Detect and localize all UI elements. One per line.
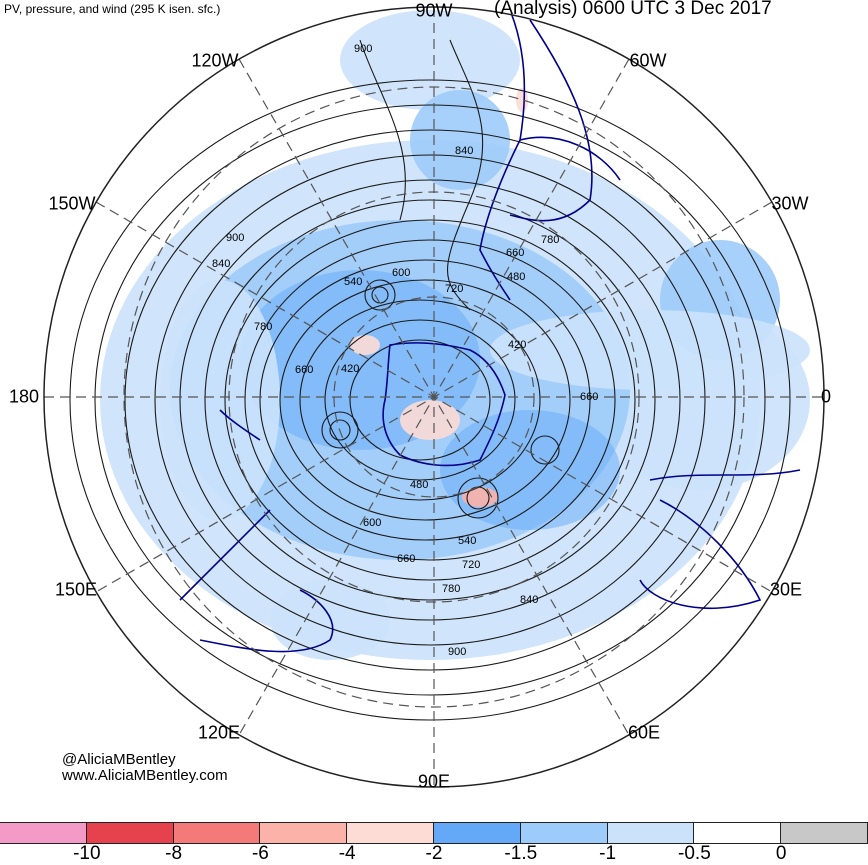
pressure-contours — [69, 39, 791, 721]
lon-label-90e: 90E — [417, 771, 451, 792]
contour-label: 780 — [541, 234, 559, 246]
map-content — [44, 7, 824, 787]
coastlines — [179, 9, 801, 653]
lon-label-60w: 60W — [629, 50, 667, 71]
lon-label-0: 0 — [820, 386, 832, 407]
colorbar-tick-label: 0 — [775, 843, 787, 864]
contour-label: 480 — [507, 271, 525, 283]
colorbar-tick-label: -1 — [599, 843, 617, 864]
lon-label-60e: 60E — [627, 722, 661, 743]
contour-label: 600 — [363, 517, 381, 529]
colorbar-segment — [693, 822, 782, 844]
colorbar-segment — [85, 822, 174, 844]
colorbar-segment — [346, 822, 434, 844]
product-title: PV, pressure, and wind (295 K isen. sfc.… — [4, 2, 221, 16]
colorbar-segment — [519, 822, 608, 844]
colorbar — [0, 822, 868, 844]
colorbar-tick-label: -6 — [251, 843, 269, 864]
contour-label: 660 — [580, 391, 598, 403]
colorbar-segment — [172, 822, 261, 844]
contour-label: 420 — [508, 339, 526, 351]
contour-label: 660 — [506, 247, 524, 259]
colorbar-segment — [606, 822, 695, 844]
contour-label: 540 — [344, 276, 362, 288]
colorbar-tick-label: -2 — [425, 843, 443, 864]
contour-label: 840 — [212, 258, 230, 270]
colorbar-segment — [0, 822, 87, 844]
colorbar-tick-label: -0.5 — [678, 843, 711, 864]
contour-label: 660 — [397, 553, 415, 565]
contour-label: 780 — [442, 583, 460, 595]
contour-label: 840 — [520, 594, 538, 606]
contour-label: 480 — [410, 479, 428, 491]
contour-label: 840 — [455, 145, 473, 157]
lon-label-30e: 30E — [769, 579, 803, 600]
contour-value-labels: 900 840 720 600 540 660 480 780 900 660 … — [212, 43, 598, 658]
lon-label-120e: 120E — [197, 722, 241, 743]
colorbar-tick-label: -1.5 — [504, 843, 538, 864]
contour-label: 540 — [458, 535, 476, 547]
contour-label: 420 — [341, 363, 359, 375]
lon-label-90w: 90W — [415, 0, 453, 21]
colorbar-ticks: -10 -8 -6 -4 -2 -1.5 -1 -0.5 0 — [0, 843, 868, 865]
contour-label: 900 — [354, 43, 372, 55]
map-boundary — [43, 6, 825, 788]
colorbar-segment — [259, 822, 348, 844]
valid-time-title: (Analysis) 0600 UTC 3 Dec 2017 — [494, 0, 772, 19]
colorbar-tick-label: -8 — [165, 843, 183, 864]
contour-label: 900 — [226, 232, 244, 244]
lon-label-120w: 120W — [191, 50, 239, 71]
contour-label: 600 — [392, 267, 410, 279]
contour-label: 780 — [254, 321, 272, 333]
colorbar-tick-label: -10 — [73, 843, 101, 864]
contour-label: 720 — [462, 559, 480, 571]
credit-website: www.AliciaMBentley.com — [62, 767, 228, 784]
colorbar-segment — [432, 822, 521, 844]
pv-shading — [100, 10, 810, 660]
contour-label: 900 — [448, 646, 466, 658]
lon-label-180: 180 — [8, 386, 40, 407]
credit-handle: @AliciaMBentley — [62, 751, 176, 768]
lon-label-150e: 150E — [54, 579, 98, 600]
colorbar-segment — [780, 822, 868, 844]
contour-label: 720 — [445, 283, 463, 295]
lon-label-30w: 30W — [771, 193, 809, 214]
lon-label-150w: 150W — [48, 193, 96, 214]
graticule — [44, 7, 824, 787]
colorbar-tick-label: -4 — [338, 843, 356, 864]
contour-label: 660 — [295, 364, 313, 376]
